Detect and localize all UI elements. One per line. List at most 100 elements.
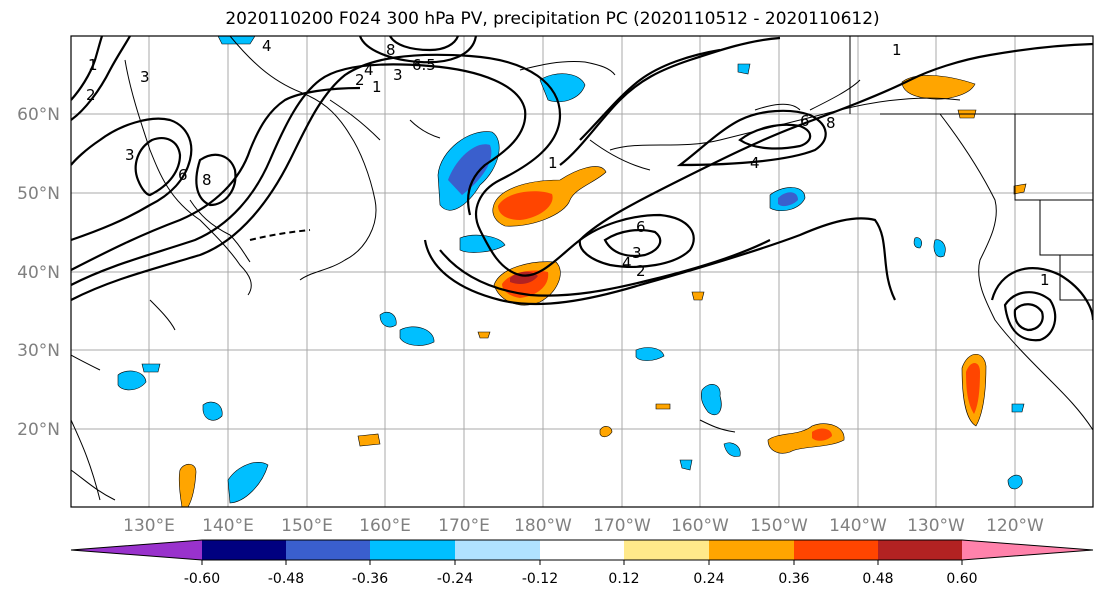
lat-labels: 60°N 50°N 40°N 30°N 20°N: [17, 105, 60, 440]
coastlines: [71, 36, 1093, 501]
lon-label: 170°E: [438, 516, 490, 536]
colorbar-bin: [540, 540, 625, 560]
precip-negative-patch: [679, 459, 693, 471]
lat-label: 20°N: [17, 420, 60, 440]
lat-label: 50°N: [17, 184, 60, 204]
precip-negative-patch: [723, 442, 741, 457]
precip-positive-patch: [357, 433, 381, 447]
precip-positive-patch: [498, 191, 553, 220]
lon-label: 130°E: [123, 516, 175, 536]
colorbar-bin: [286, 540, 371, 560]
precip-positive-patch: [477, 331, 491, 339]
lon-labels: 130°E 140°E 150°E 160°E 170°E 180°W 170°…: [123, 516, 1044, 536]
colorbar-bin: [202, 540, 287, 560]
pv-contour-label: 4: [622, 254, 632, 272]
lon-label: 180°W: [514, 516, 572, 536]
precip-positive-patch: [599, 426, 613, 438]
precip-negative-patch: [700, 384, 722, 416]
pv-contour-label: 6.5: [412, 56, 436, 74]
precip-negative-patch: [117, 370, 147, 391]
precip-negative-patch: [1007, 474, 1023, 490]
colorbar-bin: [878, 540, 963, 560]
colorbar-tick-label: 0.24: [693, 571, 724, 587]
precip-positive-patch: [966, 363, 980, 414]
pv-contour-label: 1: [548, 154, 558, 172]
pv-contours: [71, 36, 1093, 342]
precip-negative-patch: [913, 237, 922, 249]
precip-negative-patch: [737, 63, 751, 75]
colorbar-tick-label: 0.48: [862, 571, 893, 587]
pv-contour-label: 3: [393, 66, 403, 84]
precip-positive-patch: [655, 403, 671, 410]
pv-contour-label: 6: [800, 112, 810, 130]
precip-positive-patch: [812, 428, 832, 441]
pv-dashed-contour: [249, 229, 311, 241]
precip-negative-patch: [227, 461, 269, 504]
lat-label: 40°N: [17, 263, 60, 283]
colorbar-bin: [624, 540, 710, 560]
pv-contour-label: 6: [636, 218, 646, 236]
lon-label: 120°W: [986, 516, 1044, 536]
lon-label: 140°E: [202, 516, 254, 536]
lon-label: 150°W: [750, 516, 808, 536]
lon-label: 170°W: [593, 516, 651, 536]
precip-negative-patch: [448, 144, 492, 195]
pv-contour-label: 8: [386, 41, 396, 59]
colorbar-tick-label: -0.12: [522, 571, 558, 587]
precip-positive-patch: [1013, 183, 1027, 195]
precip-positive-patch: [901, 75, 976, 100]
lon-label: 140°W: [829, 516, 887, 536]
colorbar-bin: [709, 540, 795, 560]
precip-negative-patch: [399, 326, 435, 346]
precip-negative-patch: [379, 311, 397, 328]
pv-contour-label: 1: [372, 78, 382, 96]
pv-contour-label: 3: [632, 244, 642, 262]
colorbar-ticks: [201, 560, 963, 565]
precip-negative-patch: [459, 234, 506, 253]
pv-contour-label: 1: [892, 41, 902, 59]
pv-contour-label: 2: [636, 262, 646, 280]
pv-contour-label: 4: [750, 154, 760, 172]
precip-positive-patch: [691, 291, 705, 301]
colorbar-tick-label: -0.36: [352, 571, 388, 587]
colorbar-under-triangle: [71, 540, 202, 560]
colorbar-tick-label: -0.48: [268, 571, 304, 587]
pv-contour-label: 1: [1040, 271, 1050, 289]
colorbar-bin: [794, 540, 879, 560]
pv-contour-label: 6: [178, 166, 188, 184]
precip-shading: [117, 36, 1027, 507]
lat-label: 60°N: [17, 105, 60, 125]
precip-negative-patch: [539, 73, 586, 103]
precip-negative-patch: [1011, 403, 1025, 413]
precip-positive-patch: [178, 463, 197, 507]
pv-contour-label: 8: [826, 114, 836, 132]
pv-contour-label: 1: [88, 56, 98, 74]
lat-label: 30°N: [17, 341, 60, 361]
colorbar-tick-label: 0.12: [608, 571, 639, 587]
precip-negative-patch: [217, 36, 256, 45]
precip-negative-patch: [202, 401, 223, 421]
pv-contour-label: 4: [364, 61, 374, 79]
pv-contour-label: 3: [125, 146, 135, 164]
precip-negative-patch: [778, 192, 798, 207]
map-title: 2020110200 F024 300 hPa PV, precipitatio…: [225, 9, 880, 29]
colorbar-tick-label: 0.36: [778, 571, 809, 587]
lon-label: 130°W: [907, 516, 965, 536]
precip-negative-patch: [635, 347, 665, 361]
lon-label: 160°E: [359, 516, 411, 536]
colorbar-tick-label: -0.24: [437, 571, 473, 587]
colorbar-bin: [370, 540, 456, 560]
precip-negative-patch: [933, 239, 946, 258]
colorbar-over-triangle: [962, 540, 1093, 560]
precip-negative-patch: [141, 363, 161, 373]
lon-label: 160°W: [671, 516, 729, 536]
pv-contour-label: 3: [140, 68, 150, 86]
pv-contour-label: 4: [262, 37, 272, 55]
plot-frame: [70, 35, 1094, 508]
pv-contour-labels: 4 8 6.5 4 3 2 1 1 2 3 3 6 8 1 6 3 4 2 6 …: [86, 37, 1050, 289]
pv-contour-label: 2: [86, 86, 96, 104]
pv-contour-label: 2: [355, 71, 365, 89]
colorbar-bin: [455, 540, 541, 560]
colorbar-tick-label: -0.60: [184, 571, 220, 587]
